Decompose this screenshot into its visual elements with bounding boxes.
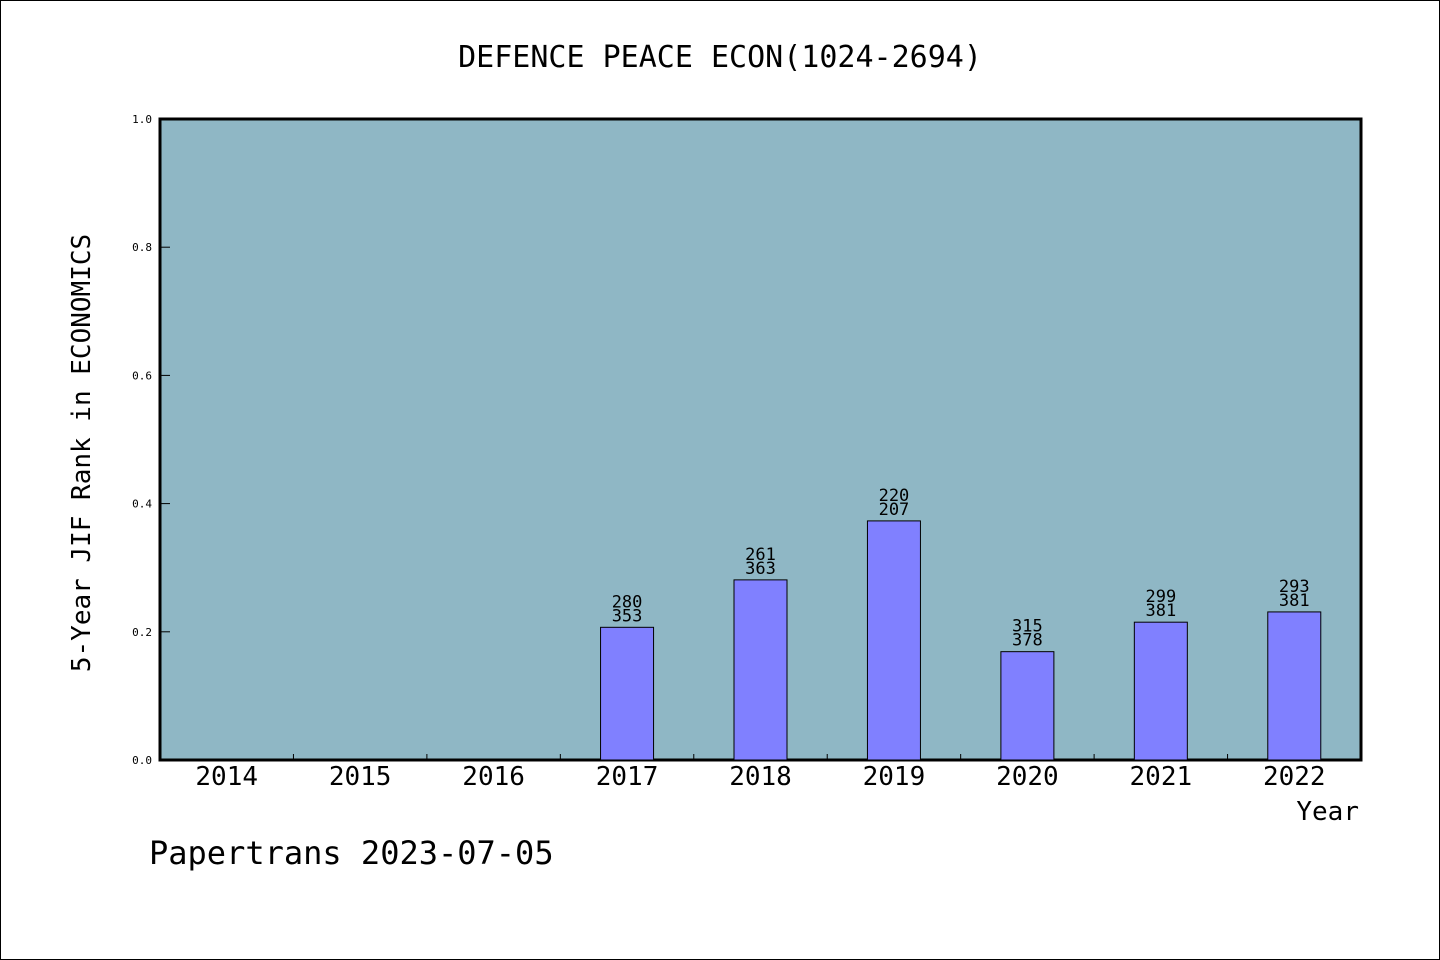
bar-label-bottom: 378 xyxy=(1012,631,1043,651)
y-axis-label: 5-Year JIF Rank in ECONOMICS xyxy=(67,234,97,672)
bar-series xyxy=(600,520,1322,761)
bar-label-top: 293 xyxy=(1279,577,1310,597)
x-tick-label: 2018 xyxy=(729,762,792,792)
bar-2018 xyxy=(733,579,788,761)
y-tick-label: 0.2 xyxy=(132,626,152,639)
x-tick-label: 2017 xyxy=(596,762,659,792)
y-tick-label: 0.4 xyxy=(132,498,152,511)
bar-label-bottom: 353 xyxy=(612,606,643,626)
chart-title: DEFENCE PEACE ECON(1024-2694) xyxy=(458,40,982,75)
bar-label-top: 220 xyxy=(879,486,910,506)
y-tick-label: 1.0 xyxy=(132,113,152,126)
y-tick-label: 0.6 xyxy=(132,369,152,382)
bar-2021 xyxy=(1133,621,1188,761)
x-tick-label: 2014 xyxy=(195,762,258,792)
x-tick-label: 2019 xyxy=(863,762,926,792)
bar-label-top: 315 xyxy=(1012,617,1043,637)
x-tick-label: 2022 xyxy=(1263,762,1326,792)
bar-2020 xyxy=(1000,651,1055,761)
x-axis: 2014 2015 2016 2017 2018 2019 2020 2021 2022 xyxy=(195,754,1326,792)
bar-2019 xyxy=(866,520,921,761)
bar-label-bottom: 207 xyxy=(879,500,910,520)
x-axis-label: Year xyxy=(1296,797,1359,827)
y-tick-label: 0.0 xyxy=(132,754,152,767)
bar-label-top: 261 xyxy=(745,545,776,565)
bar-2022 xyxy=(1267,611,1322,761)
bar-label-top: 299 xyxy=(1145,587,1176,607)
bar-label-top: 280 xyxy=(612,592,643,612)
bar-label-bottom: 363 xyxy=(745,559,776,579)
x-tick-label: 2020 xyxy=(996,762,1059,792)
bar-label-bottom: 381 xyxy=(1145,601,1176,621)
x-tick-label: 2021 xyxy=(1130,762,1193,792)
y-tick-label: 0.8 xyxy=(132,241,152,254)
y-axis: 0.0 0.2 0.4 0.6 0.8 1.0 xyxy=(132,113,170,767)
footer-credit: Papertrans 2023-07-05 xyxy=(149,834,554,872)
bar-2017 xyxy=(600,626,655,761)
x-tick-label: 2016 xyxy=(462,762,525,792)
bar-label-bottom: 381 xyxy=(1279,591,1310,611)
x-tick-label: 2015 xyxy=(329,762,392,792)
